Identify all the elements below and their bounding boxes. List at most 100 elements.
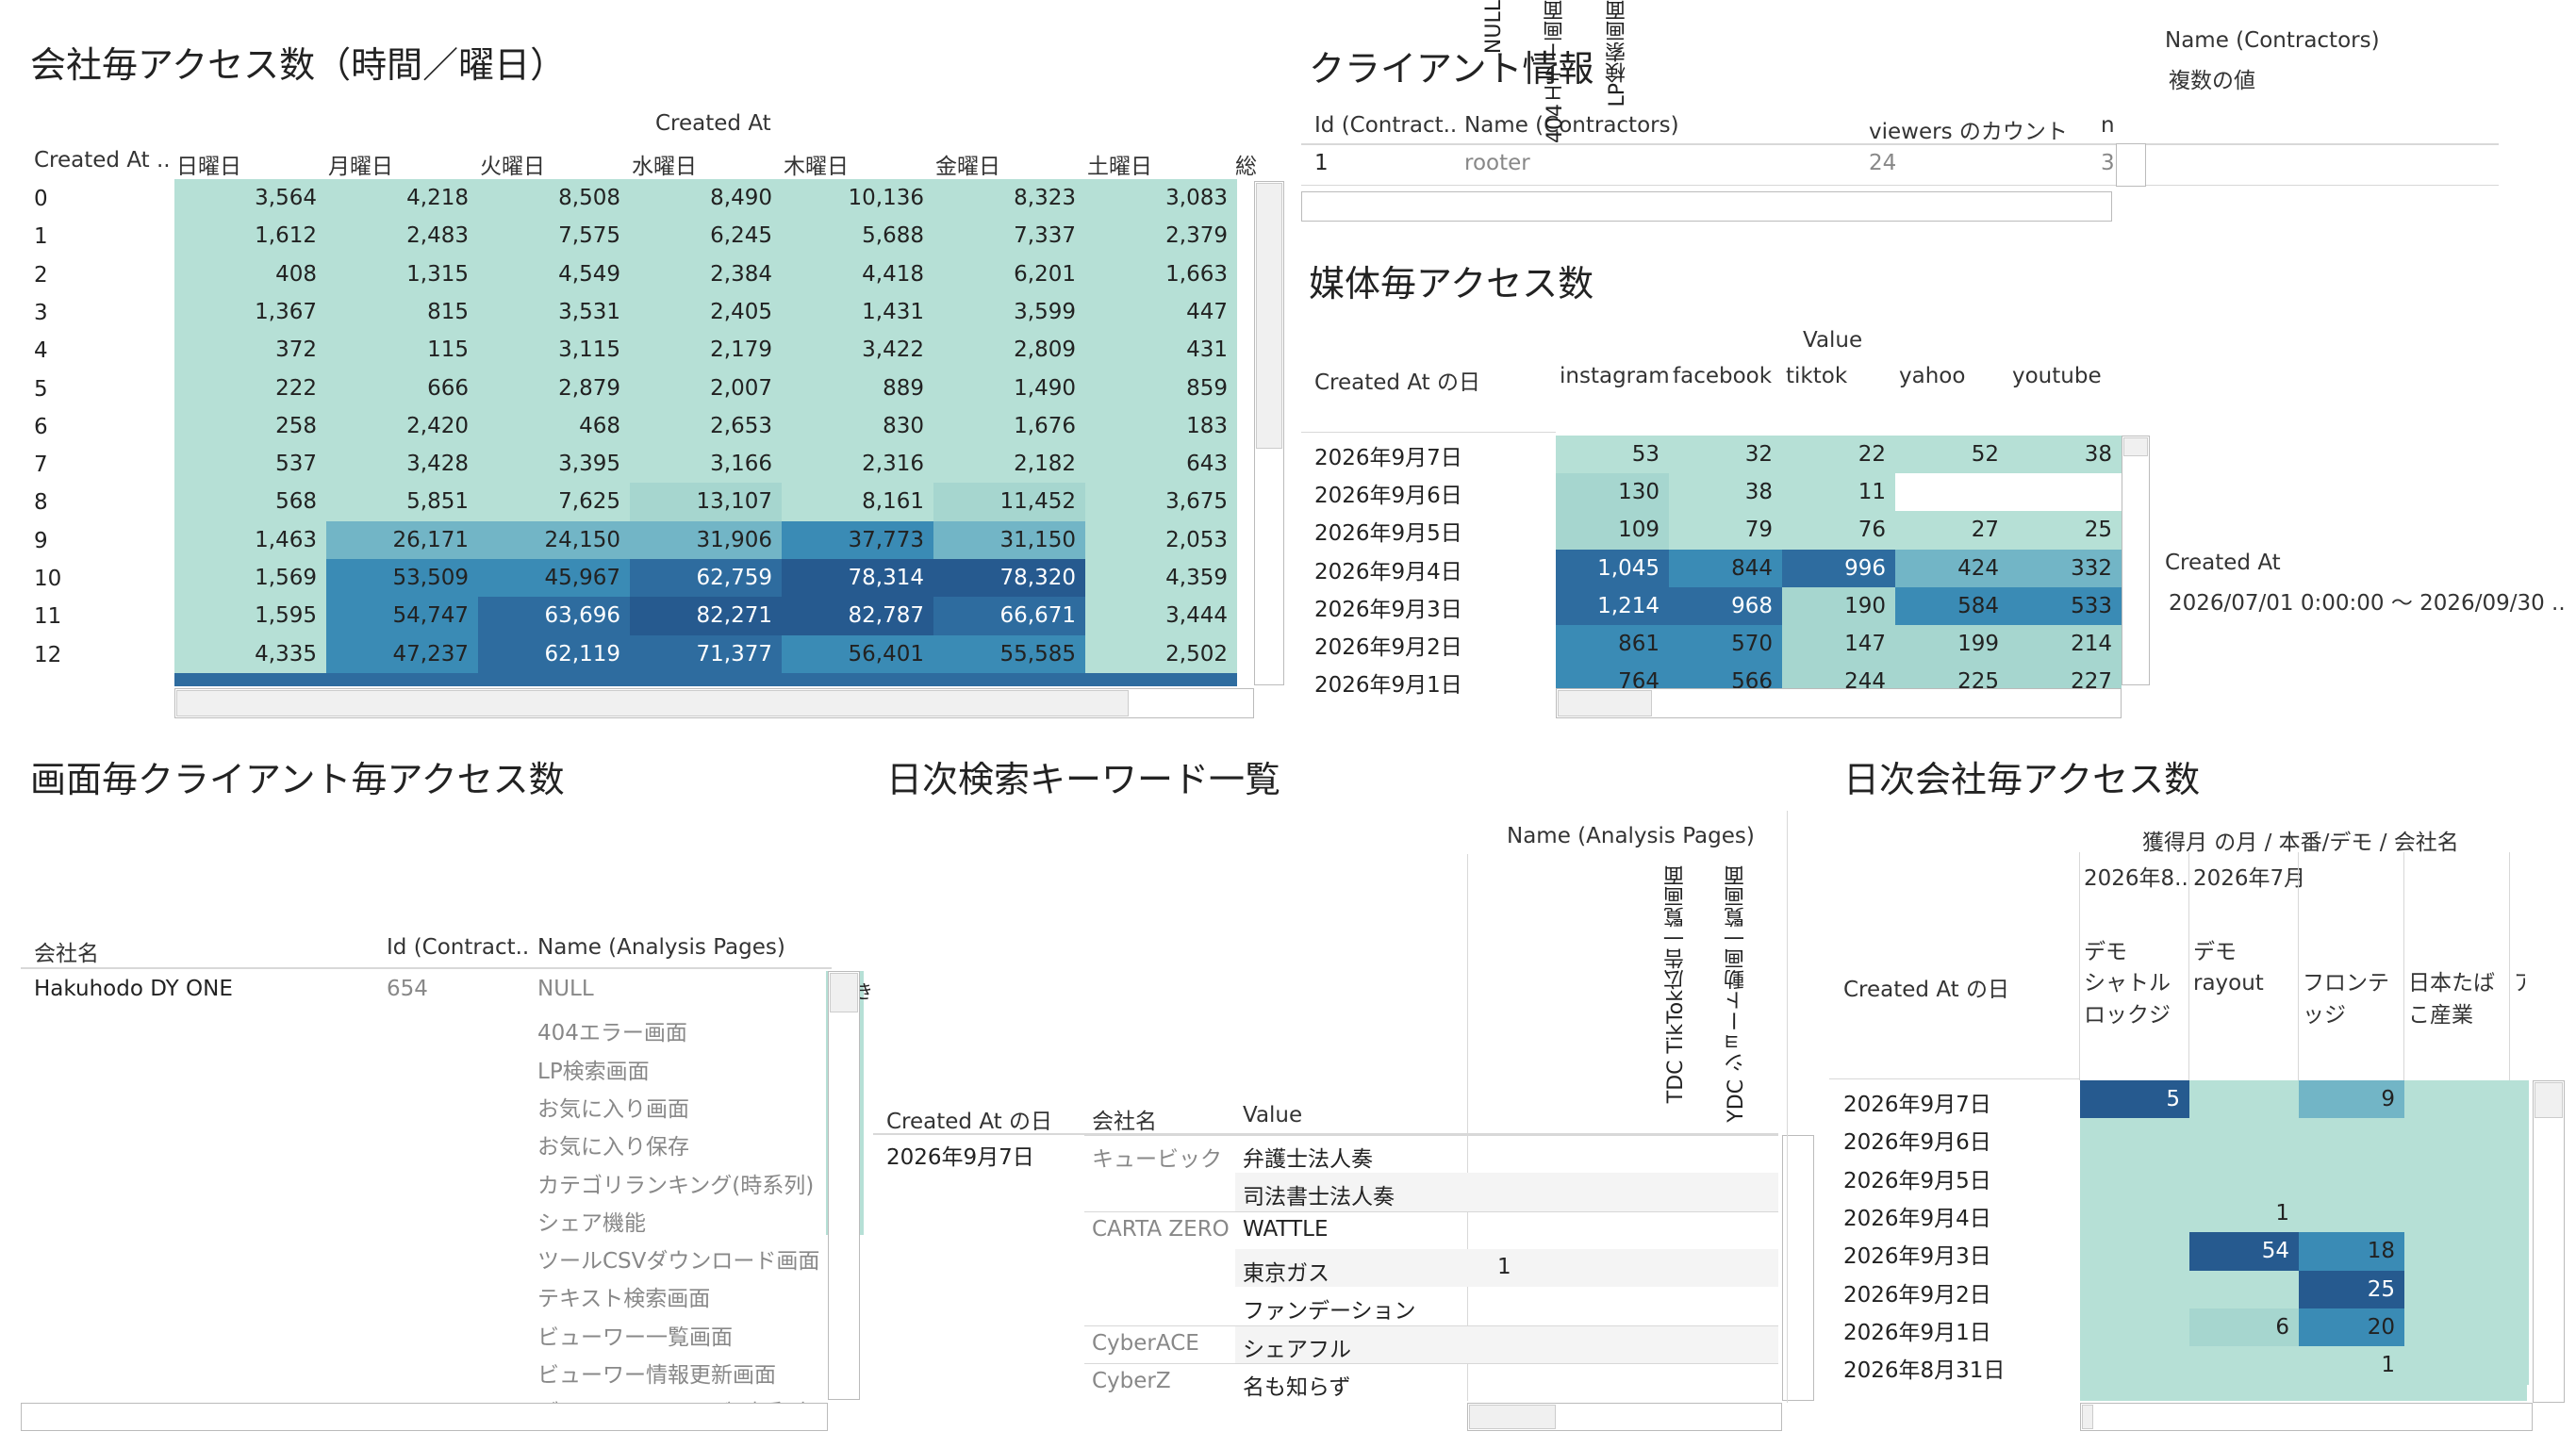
page-col-header: LP検索画面 <box>1606 0 1629 107</box>
daily-cell <box>2189 1156 2299 1195</box>
heat-cell: 62,759 <box>630 559 782 599</box>
heat-cell: 183 <box>1085 406 1237 447</box>
hour-label: 12 <box>34 642 62 667</box>
day-header: 水曜日 <box>632 155 697 179</box>
heat-cell: 4,549 <box>478 255 630 294</box>
heat-cell: 6,245 <box>630 217 782 256</box>
heat-cell: 7,337 <box>933 217 1085 256</box>
client-vscroll[interactable] <box>2116 143 2146 187</box>
daily-cell <box>2510 1156 2529 1195</box>
day-header: 火曜日 <box>480 155 545 179</box>
hour-hscroll-thumb[interactable] <box>176 690 1129 716</box>
keyword-company: CARTA ZERO <box>1092 1216 1230 1242</box>
media-header: youtube <box>2012 364 2102 388</box>
media-cell: 533 <box>2008 586 2122 626</box>
company-sep <box>1084 1135 1778 1136</box>
daily-cell <box>2404 1080 2510 1120</box>
group-label: 獲得月 の月 / 本番/デモ / 会社名 <box>2142 831 2459 855</box>
keyword-header: Created At の日 <box>886 1110 1052 1134</box>
media-cell: 38 <box>2008 436 2122 475</box>
date-label: 2026年9月3日 <box>1843 1244 1991 1270</box>
media-cell: 584 <box>1895 586 2008 626</box>
hour-label: 0 <box>34 187 48 211</box>
daily-cell <box>2189 1346 2299 1386</box>
keyword-header: 会社名 <box>1092 1110 1157 1134</box>
daily-cell: 1 <box>2189 1193 2299 1234</box>
company-sep <box>1084 1210 1778 1212</box>
daily-cell <box>2189 1080 2299 1120</box>
client-hscroll[interactable] <box>1301 191 2112 222</box>
heat-cell: 2,182 <box>933 445 1085 485</box>
daily-cell <box>2080 1118 2189 1158</box>
screen-header: Id (Contract.. <box>387 935 530 960</box>
hour-label: 5 <box>34 376 48 402</box>
media-cell: 199 <box>1895 625 2008 665</box>
media-access-title: 媒体毎アクセス数 <box>1309 263 1594 304</box>
media-cell: 32 <box>1669 436 1782 475</box>
page-name: NULL <box>537 977 594 1001</box>
heat-cell: 1,612 <box>174 217 326 256</box>
heat-cell: 56,401 <box>782 634 933 674</box>
heat-cell: 889 <box>782 369 933 408</box>
heat-cell: 1,431 <box>782 292 933 333</box>
heat-cell: 643 <box>1085 445 1237 485</box>
keyword-hscroll-thumb[interactable] <box>1469 1405 1556 1429</box>
access-by-hour-title: 会社毎アクセス数（時間／曜日） <box>30 44 567 86</box>
client-count: 24 <box>1869 151 1897 175</box>
daily-cell <box>2404 1156 2510 1195</box>
day-header: 日曜日 <box>176 155 241 179</box>
daily-hscroll[interactable] <box>2080 1403 2533 1431</box>
filter-created-value[interactable]: 2026/07/01 0:00:00 〜 2026/09/30 .. <box>2169 591 2566 616</box>
heat-cell: 62,119 <box>478 634 630 674</box>
company-id: 654 <box>387 977 428 1001</box>
media-cell: 424 <box>1895 549 2008 588</box>
screen-hscroll[interactable] <box>21 1403 828 1431</box>
page-name: ツールCSVダウンロード画面 <box>537 1249 820 1275</box>
media-vscroll[interactable] <box>2122 436 2150 685</box>
screen-header-line <box>21 967 832 969</box>
keyword-value: シェアフル <box>1243 1337 1351 1362</box>
daily-vscroll[interactable] <box>2533 1080 2565 1403</box>
media-vscroll-thumb[interactable] <box>2123 437 2148 456</box>
heat-cell: 13,107 <box>630 483 782 522</box>
client-id: 1 <box>1314 151 1329 175</box>
hour-label: 10 <box>34 567 62 591</box>
filter-name-value[interactable]: 複数の値 <box>2169 69 2255 93</box>
heat-cell: 859 <box>1085 369 1237 408</box>
keyword-header: Value <box>1243 1103 1303 1127</box>
client-row-line <box>1301 185 2499 186</box>
env-label: デモ <box>2084 940 2127 964</box>
daily-cell <box>2299 1156 2404 1195</box>
screen-vscroll[interactable] <box>828 971 860 1400</box>
daily-cell <box>2080 1232 2189 1272</box>
media-hscroll-thumb[interactable] <box>1558 690 1652 716</box>
heat-cell: 4,218 <box>326 179 478 219</box>
client-header: Id (Contract.. <box>1314 113 1458 138</box>
daily-cell: 6 <box>2189 1308 2299 1348</box>
hour-label: 4 <box>34 338 48 364</box>
pages-left-line <box>1467 854 1468 1401</box>
hour-vscroll-thumb[interactable] <box>1256 183 1282 449</box>
pages-label: Name (Analysis Pages) <box>1507 824 1755 848</box>
heat-cell: 63,696 <box>478 597 630 636</box>
daily-cell <box>2510 1270 2529 1309</box>
client-clip: 3 <box>2101 151 2115 175</box>
media-cell: 147 <box>1782 625 1895 665</box>
col-sep <box>2188 852 2189 1080</box>
screen-vscroll-thumb[interactable] <box>830 973 858 1012</box>
heat-cell: 8,161 <box>782 483 933 522</box>
daily-vscroll-thumb[interactable] <box>2535 1082 2563 1118</box>
keyword-date: 2026年9月7日 <box>886 1145 1034 1170</box>
hour-label: 7 <box>34 452 48 478</box>
media-cell <box>1895 473 2008 513</box>
daily-hscroll-thumb[interactable] <box>2082 1405 2093 1429</box>
keywords-title: 日次検索キーワード一覧 <box>886 759 1281 800</box>
media-cell: 861 <box>1556 625 1669 665</box>
month-label: 2026年8.. <box>2084 866 2188 891</box>
row-band <box>1235 1325 1778 1363</box>
heat-cell: 1,663 <box>1085 255 1237 294</box>
heat-cell: 372 <box>174 331 326 370</box>
heat-cell: 54,747 <box>326 597 478 636</box>
hour-label: 8 <box>34 490 48 516</box>
daily-cell <box>2404 1308 2510 1348</box>
